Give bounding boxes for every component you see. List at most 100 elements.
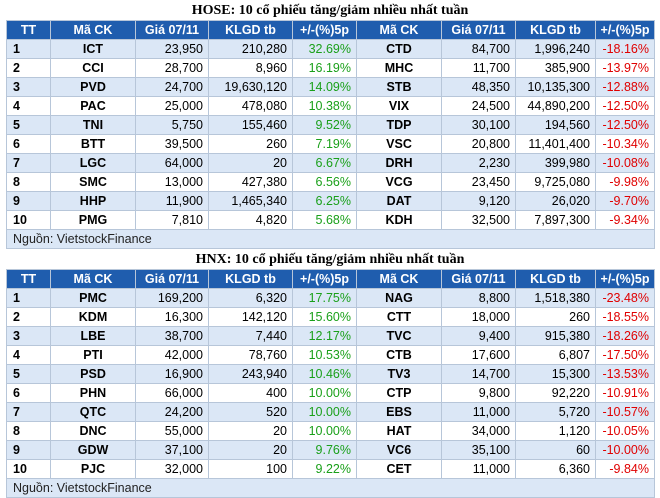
value-cell: 6,320 (208, 288, 293, 308)
value-cell: 194,560 (515, 115, 596, 135)
hose-header-row: TT Mã CK Giá 07/11 KLGD tb +/-(%)5p Mã CK Giá … (6, 20, 655, 40)
column-header: Giá 07/11 (441, 269, 516, 289)
ticker-cell: DAT (356, 191, 442, 211)
ticker-cell: QTC (50, 402, 136, 422)
value-cell: 32,000 (135, 459, 209, 479)
value-cell: 20 (208, 440, 293, 460)
table-row: 2 KDM 16,300 142,120 15.60% CTT 18,000 260 -18.5… (6, 307, 655, 327)
gain-percent-cell: 12.17% (292, 326, 357, 346)
rank-cell: 3 (6, 77, 51, 97)
rank-cell: 1 (6, 288, 51, 308)
value-cell: 44,890,200 (515, 96, 596, 116)
rank-cell: 10 (6, 210, 51, 230)
gain-percent-cell: 9.52% (292, 115, 357, 135)
value-cell: 78,760 (208, 345, 293, 365)
table-row: 9 HHP 11,900 1,465,340 6.25% DAT 9,120 26,020 -9… (6, 191, 655, 211)
loss-percent-cell: -23.48% (595, 288, 655, 308)
hose-table: TT Mã CK Giá 07/11 KLGD tb +/-(%)5p Mã CK Giá … (6, 20, 655, 249)
source-note: Nguồn: VietstockFinance (6, 229, 655, 249)
gain-percent-cell: 10.00% (292, 421, 357, 441)
rank-cell: 7 (6, 402, 51, 422)
loss-percent-cell: -12.50% (595, 115, 655, 135)
table-row: 4 PTI 42,000 78,760 10.53% CTB 17,600 6,807 -17.… (6, 345, 655, 365)
ticker-cell: CTB (356, 345, 442, 365)
hose-section: HOSE: 10 cổ phiếu tăng/giảm nhiều nhất t… (6, 2, 655, 249)
rank-cell: 7 (6, 153, 51, 173)
value-cell: 9,120 (441, 191, 516, 211)
value-cell: 13,000 (135, 172, 209, 192)
ticker-cell: VIX (356, 96, 442, 116)
column-header: Mã CK (50, 269, 136, 289)
source-note: Nguồn: VietstockFinance (6, 478, 655, 498)
loss-percent-cell: -18.16% (595, 39, 655, 59)
value-cell: 24,500 (441, 96, 516, 116)
value-cell: 915,380 (515, 326, 596, 346)
gain-percent-cell: 9.76% (292, 440, 357, 460)
ticker-cell: DNC (50, 421, 136, 441)
table-row: 8 SMC 13,000 427,380 6.56% VCG 23,450 9,725,080… (6, 172, 655, 192)
ticker-cell: PTI (50, 345, 136, 365)
value-cell: 18,000 (441, 307, 516, 327)
value-cell: 400 (208, 383, 293, 403)
ticker-cell: PAC (50, 96, 136, 116)
loss-percent-cell: -9.84% (595, 459, 655, 479)
value-cell: 38,700 (135, 326, 209, 346)
ticker-cell: DRH (356, 153, 442, 173)
loss-percent-cell: -9.34% (595, 210, 655, 230)
rank-cell: 6 (6, 134, 51, 154)
value-cell: 399,980 (515, 153, 596, 173)
value-cell: 1,120 (515, 421, 596, 441)
hnx-title: HNX: 10 cổ phiếu tăng/giảm nhiều nhất tu… (195, 252, 465, 267)
value-cell: 6,360 (515, 459, 596, 479)
ticker-cell: TDP (356, 115, 442, 135)
value-cell: 11,900 (135, 191, 209, 211)
rank-cell: 9 (6, 440, 51, 460)
column-header: KLGD tb (208, 269, 293, 289)
column-header: Mã CK (356, 269, 442, 289)
table-row: 10 PMG 7,810 4,820 5.68% KDH 32,500 7,897,300 -9… (6, 210, 655, 230)
value-cell: 16,300 (135, 307, 209, 327)
value-cell: 7,810 (135, 210, 209, 230)
ticker-cell: VCG (356, 172, 442, 192)
value-cell: 243,940 (208, 364, 293, 384)
gain-percent-cell: 17.75% (292, 288, 357, 308)
rank-cell: 6 (6, 383, 51, 403)
value-cell: 5,750 (135, 115, 209, 135)
table-row: 9 GDW 37,100 20 9.76% VC6 35,100 60 -10.00% (6, 440, 655, 460)
loss-percent-cell: -9.98% (595, 172, 655, 192)
rank-cell: 2 (6, 307, 51, 327)
value-cell: 23,950 (135, 39, 209, 59)
value-cell: 1,465,340 (208, 191, 293, 211)
ticker-cell: PHN (50, 383, 136, 403)
column-header: +/-(%)5p (292, 269, 357, 289)
value-cell: 24,700 (135, 77, 209, 97)
gain-percent-cell: 10.00% (292, 383, 357, 403)
value-cell: 17,600 (441, 345, 516, 365)
rank-cell: 4 (6, 96, 51, 116)
gain-percent-cell: 15.60% (292, 307, 357, 327)
loss-percent-cell: -13.97% (595, 58, 655, 78)
column-header: +/-(%)5p (595, 269, 655, 289)
gain-percent-cell: 10.46% (292, 364, 357, 384)
table-row: 6 PHN 66,000 400 10.00% CTP 9,800 92,220 -10.91% (6, 383, 655, 403)
loss-percent-cell: -10.00% (595, 440, 655, 460)
ticker-cell: CTT (356, 307, 442, 327)
column-header: +/-(%)5p (595, 20, 655, 40)
loss-percent-cell: -18.26% (595, 326, 655, 346)
table-row: 3 LBE 38,700 7,440 12.17% TVC 9,400 915,380 -18.… (6, 326, 655, 346)
source-row: Nguồn: VietstockFinance (6, 229, 655, 249)
rank-cell: 9 (6, 191, 51, 211)
column-header: TT (6, 269, 51, 289)
column-header: Giá 07/11 (135, 20, 209, 40)
source-row: Nguồn: VietstockFinance (6, 478, 655, 498)
column-header: Mã CK (50, 20, 136, 40)
value-cell: 11,000 (441, 459, 516, 479)
gain-percent-cell: 6.56% (292, 172, 357, 192)
ticker-cell: EBS (356, 402, 442, 422)
ticker-cell: KDH (356, 210, 442, 230)
ticker-cell: PSD (50, 364, 136, 384)
value-cell: 14,700 (441, 364, 516, 384)
ticker-cell: VSC (356, 134, 442, 154)
value-cell: 64,000 (135, 153, 209, 173)
value-cell: 4,820 (208, 210, 293, 230)
